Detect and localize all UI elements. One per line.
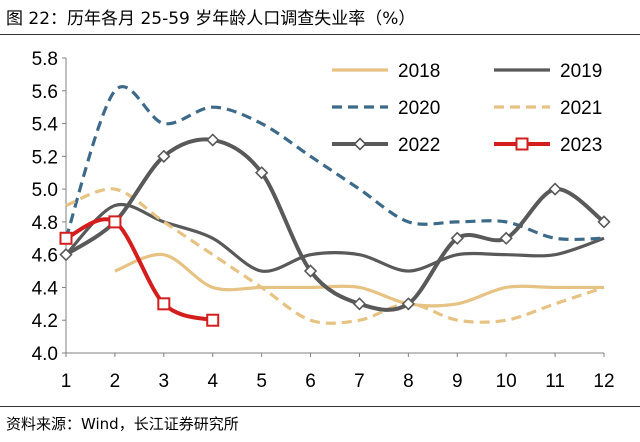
point-2023 xyxy=(157,297,171,311)
series-layer xyxy=(59,85,611,327)
legend-label-2021: 2021 xyxy=(560,98,602,119)
legend-label-2019: 2019 xyxy=(560,61,602,82)
source-divider xyxy=(0,406,640,407)
point-2022 xyxy=(59,248,73,262)
point-2022 xyxy=(352,297,367,311)
axes: 4.04.24.44.64.85.05.25.45.65.81 2 3 4 5 6 7 8 9 1… xyxy=(32,49,615,392)
legend-marker-2022 xyxy=(353,137,367,151)
x-tick-label: 4 xyxy=(207,371,218,392)
point-2022 xyxy=(303,264,318,278)
x-tick-label: 9 xyxy=(452,371,463,392)
legend-label-2022: 2022 xyxy=(398,135,440,156)
series-line-2018 xyxy=(114,252,604,308)
point-2022 xyxy=(499,231,513,245)
y-tick-label: 4.4 xyxy=(32,278,59,299)
x-tick-label: 12 xyxy=(593,371,614,392)
series-line-2023 xyxy=(65,217,214,323)
series-line-2021 xyxy=(65,187,605,325)
y-tick-label: 4.0 xyxy=(32,344,58,365)
y-tick-label: 4.2 xyxy=(32,311,58,332)
x-tick-label: 7 xyxy=(354,371,365,392)
point-2022 xyxy=(548,182,562,196)
x-tick-label: 11 xyxy=(545,371,565,392)
point-2022 xyxy=(255,166,269,180)
point-2022 xyxy=(401,297,415,311)
point-2023 xyxy=(206,313,220,327)
legend-label-2018: 2018 xyxy=(398,61,440,82)
y-tick-label: 4.8 xyxy=(32,213,58,234)
legend-label-2020: 2020 xyxy=(398,98,440,119)
source-note: 资料来源：Wind，长江证券研究所 xyxy=(6,415,239,433)
y-tick-label: 4.6 xyxy=(32,246,58,267)
x-tick-label: 3 xyxy=(159,371,170,392)
point-2023 xyxy=(108,215,122,229)
point-2022 xyxy=(597,215,611,229)
title-divider xyxy=(0,34,640,35)
point-2022 xyxy=(157,149,171,163)
x-tick-label: 2 xyxy=(110,371,121,392)
legend-label-2023: 2023 xyxy=(560,135,602,156)
y-tick-label: 5.6 xyxy=(32,82,58,103)
y-tick-label: 5.4 xyxy=(32,115,59,136)
x-tick-label: 6 xyxy=(305,371,316,392)
y-tick-label: 5.2 xyxy=(32,147,58,168)
point-2022 xyxy=(206,133,220,147)
series-line-2020 xyxy=(64,85,605,242)
chart-title: 图 22：历年各月 25-59 岁年龄人口调查失业率（%） xyxy=(6,9,416,29)
x-tick-label: 1 xyxy=(61,371,72,392)
x-tick-label: 8 xyxy=(403,371,414,392)
series-line-2022 xyxy=(64,137,606,312)
y-tick-label: 5.0 xyxy=(32,180,58,201)
x-tick-label: 10 xyxy=(496,371,517,392)
legend: 2018 2019 2020 2021 2022 2023 xyxy=(332,61,602,156)
legend-marker-2023 xyxy=(515,137,529,151)
y-tick-label: 5.8 xyxy=(32,49,58,70)
x-tick-label: 5 xyxy=(256,371,267,392)
point-2022 xyxy=(450,231,464,245)
series-line-2019 xyxy=(64,202,605,273)
point-2023 xyxy=(59,231,73,245)
